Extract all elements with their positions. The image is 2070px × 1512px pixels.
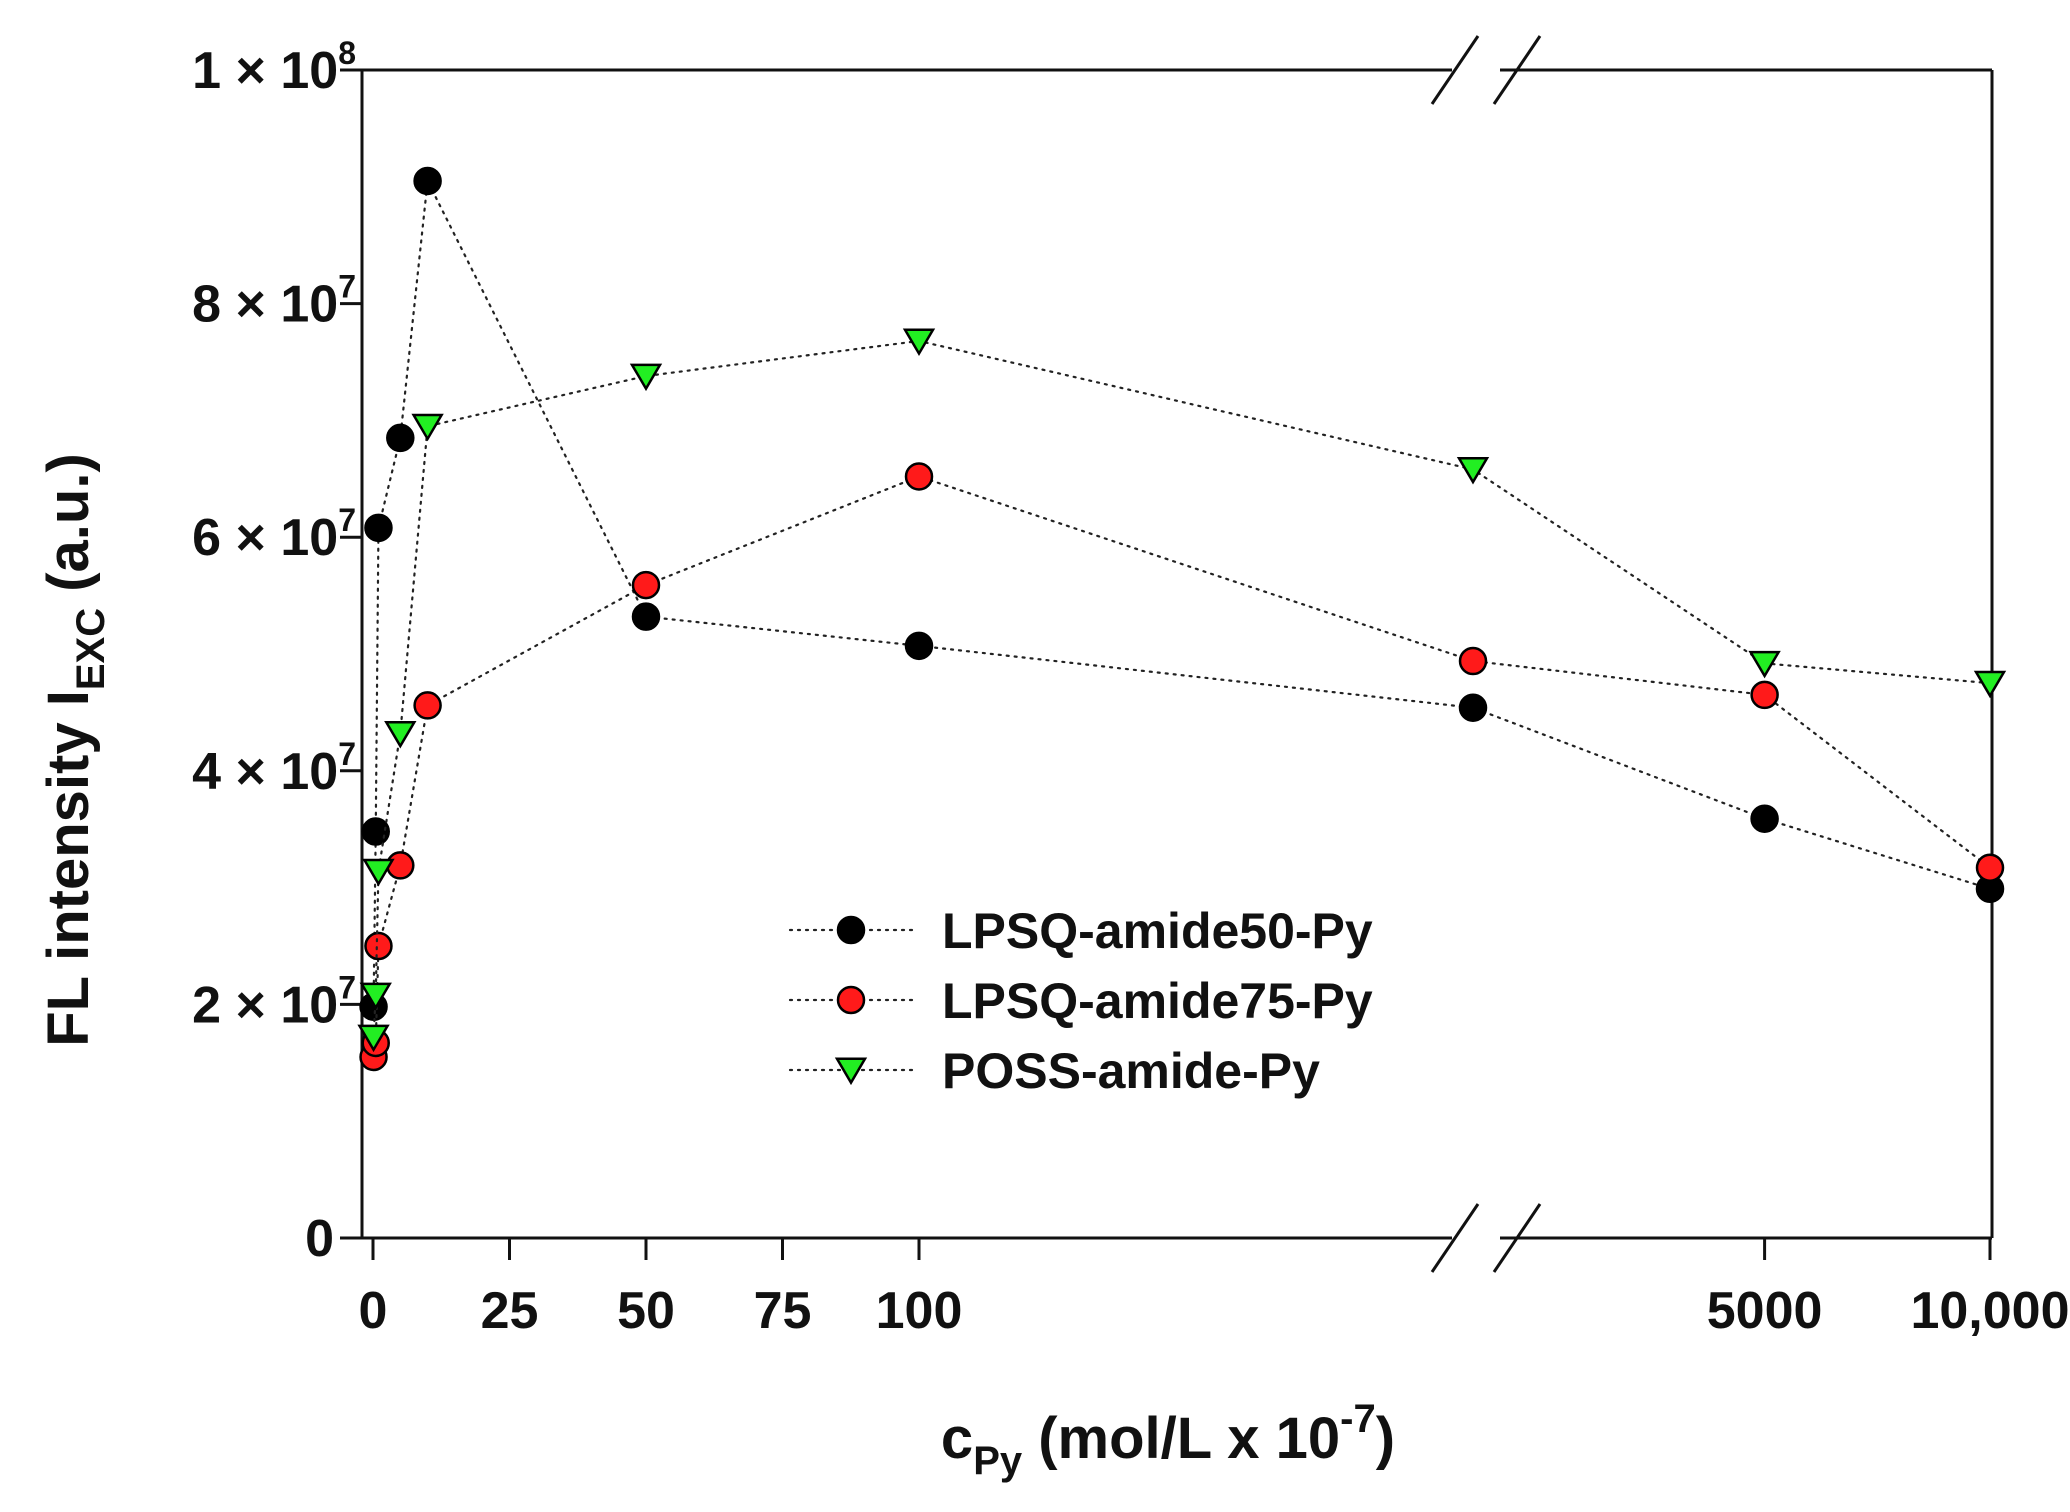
x-axis-title-end: ) xyxy=(1376,1406,1395,1471)
x-tick-label: 5000 xyxy=(1707,1282,1823,1340)
data-point xyxy=(359,982,392,1011)
data-point xyxy=(386,423,415,453)
x-axis-title-sub: Py xyxy=(973,1439,1023,1483)
series-line xyxy=(372,475,1992,1059)
data-point xyxy=(904,462,934,491)
series-layer xyxy=(357,166,2007,1072)
legend-marker xyxy=(834,1057,868,1086)
data-point xyxy=(1750,680,1779,710)
data-point xyxy=(386,851,415,880)
data-point xyxy=(361,817,390,846)
y-tick-label: 4 × 107 xyxy=(192,736,356,801)
data-point xyxy=(384,720,417,749)
x-tick-label: 10,000 xyxy=(1910,1282,2069,1340)
legend-marker xyxy=(836,915,866,945)
legend-label: LPSQ-amide50-Py xyxy=(942,903,1373,959)
x-axis-title: cPy (mol/L x 10-7) xyxy=(941,1397,1395,1483)
data-point xyxy=(631,570,661,600)
break-mark-bottom xyxy=(1430,1203,1480,1273)
x-axis-title-mid: (mol/L x 10 xyxy=(1022,1406,1340,1471)
data-point xyxy=(362,858,395,887)
data-point xyxy=(629,363,663,392)
data-point xyxy=(1456,457,1490,485)
y-axis: 0 2 × 107 4 × 107 6 × 107 8 × 107 1 × 108 xyxy=(192,35,362,1268)
data-point xyxy=(1458,646,1488,676)
break-mark-top xyxy=(1430,35,1480,105)
y-axis-title-sub: EXC xyxy=(69,608,113,690)
y-tick-label: 0 xyxy=(305,1210,334,1268)
y-tick-label: 6 × 107 xyxy=(192,502,356,567)
data-point xyxy=(357,1024,390,1053)
data-point xyxy=(902,328,936,357)
x-axis-title-c: c xyxy=(941,1406,973,1471)
series-LPSQ-amide50-Py xyxy=(359,166,2005,1021)
series-line xyxy=(372,339,1992,1039)
legend-label: POSS-amide-Py xyxy=(942,1043,1320,1099)
data-point xyxy=(1458,693,1488,722)
data-point xyxy=(413,166,442,196)
data-point xyxy=(1975,853,2005,882)
data-point xyxy=(364,931,393,961)
data-point xyxy=(411,413,444,442)
data-point xyxy=(904,631,934,661)
data-point xyxy=(364,513,393,543)
y-tick-label: 8 × 107 xyxy=(192,269,356,334)
data-point xyxy=(1973,670,2007,699)
data-point xyxy=(1750,804,1779,833)
axis-break-marks xyxy=(1430,35,1542,1273)
x-tick-label: 50 xyxy=(617,1282,675,1340)
x-tick-label: 75 xyxy=(754,1282,812,1340)
data-point xyxy=(631,602,661,631)
legend-label: LPSQ-amide75-Py xyxy=(942,973,1373,1029)
x-axis: 0 25 50 75 100 5000 10,000 xyxy=(359,1238,2070,1340)
y-axis-title: FL intensity IEXC (a.u.) xyxy=(36,453,113,1047)
y-tick-label: 2 × 107 xyxy=(192,969,356,1034)
series-POSS-amide-Py xyxy=(357,328,2007,1053)
break-mark-bottom xyxy=(1492,1203,1542,1273)
series-line xyxy=(372,177,1992,1008)
break-mark-top xyxy=(1492,35,1542,105)
y-axis-title-main: FL intensity I xyxy=(36,690,101,1047)
legend: LPSQ-amide50-Py LPSQ-amide75-Py POSS-amide… xyxy=(788,903,1373,1099)
data-point xyxy=(413,691,442,720)
x-tick-label: 25 xyxy=(481,1282,539,1340)
x-tick-label: 0 xyxy=(359,1282,388,1340)
data-point xyxy=(1748,650,1781,679)
x-tick-label: 100 xyxy=(876,1282,963,1340)
y-tick-label: 1 × 108 xyxy=(192,35,356,100)
legend-marker xyxy=(836,985,866,1015)
x-axis-title-sup: -7 xyxy=(1340,1397,1376,1441)
y-axis-title-tail: (a.u.) xyxy=(36,453,101,608)
